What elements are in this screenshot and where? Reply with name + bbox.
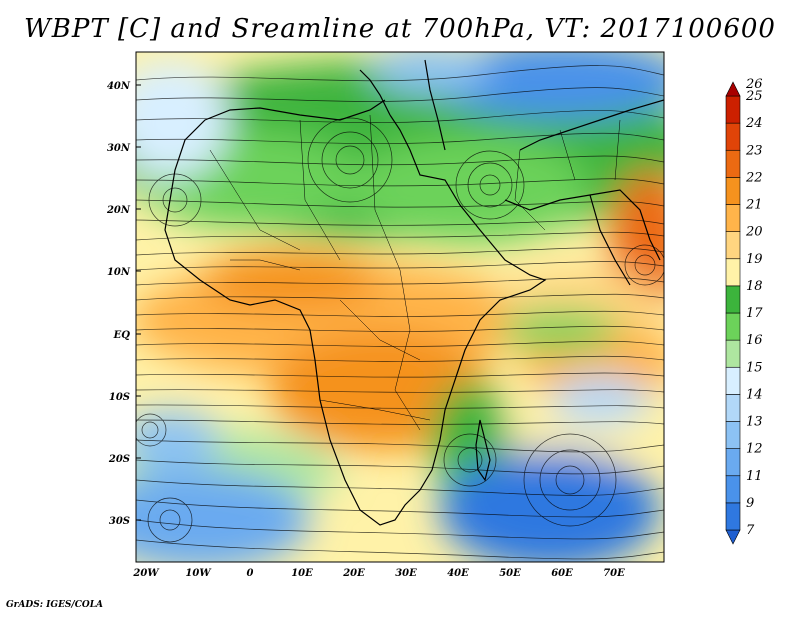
colorbar-label: 12 xyxy=(746,442,763,457)
lat-label: 20N xyxy=(106,205,131,216)
colorbar-segment xyxy=(725,204,741,232)
colorbar-segment xyxy=(725,366,741,395)
colorbar-label: 18 xyxy=(746,279,763,294)
colorbar-segment xyxy=(725,421,741,449)
lon-label: 20W xyxy=(132,568,160,579)
lat-label: 30N xyxy=(107,143,131,154)
colorbar-label: 26 xyxy=(745,77,763,92)
colorbar-label: 14 xyxy=(746,387,763,402)
lat-label: 30S xyxy=(109,516,130,527)
lat-label: 10S xyxy=(109,392,130,403)
colorbar-label: 22 xyxy=(745,170,763,185)
colorbar-segment xyxy=(725,502,741,531)
lon-label: 40E xyxy=(447,568,469,579)
colorbar-segment xyxy=(725,448,741,477)
colorbar-label: 23 xyxy=(745,143,763,158)
colorbar-label: 9 xyxy=(746,496,754,511)
colorbar-segment xyxy=(725,475,741,504)
colorbar-segment xyxy=(725,312,741,341)
colorbar-segment xyxy=(725,177,741,205)
lon-label: 50E xyxy=(499,568,521,579)
colorbar-label: 19 xyxy=(746,252,763,267)
colorbar-segment xyxy=(725,81,741,97)
colorbar-label: 25 xyxy=(745,89,763,104)
lon-label: 30E xyxy=(395,568,417,579)
map-title: WBPT [C] and Sreamline at 700hPa, VT: 20… xyxy=(24,14,776,44)
lon-label: 70E xyxy=(603,568,625,579)
colorbar-segment xyxy=(725,394,741,422)
country-borders xyxy=(209,114,621,431)
colorbar-label: 17 xyxy=(746,306,763,321)
lon-label: 20E xyxy=(342,568,365,579)
lon-axis: 20W 10W 0 10E 20E 30E 40E 50E 60E 70E xyxy=(132,568,625,579)
lon-label: 0 xyxy=(247,568,254,579)
lat-label: 20S xyxy=(108,454,130,465)
colorbar-segment xyxy=(725,122,741,151)
colorbar-segment xyxy=(725,95,741,124)
map-frame xyxy=(135,51,665,563)
lon-label: 10W xyxy=(185,568,212,579)
colorbar-label: 24 xyxy=(745,116,763,131)
lon-label: 10E xyxy=(291,568,313,579)
lon-label: 60E xyxy=(551,568,573,579)
lat-label: 40N xyxy=(107,81,131,92)
colorbar-label: 13 xyxy=(746,415,763,430)
colorbar-label: 11 xyxy=(746,469,763,484)
colorbar-segment xyxy=(725,258,741,287)
colorbar-label: 15 xyxy=(746,360,763,375)
colorbar-segment xyxy=(725,231,741,260)
colorbar-segment xyxy=(725,285,741,314)
lat-axis: 40N 30N 20N 10N EQ 10S 20S 30S xyxy=(106,81,141,527)
grads-credit: GrADS: IGES/COLA xyxy=(6,600,104,610)
colorbar-segment xyxy=(725,149,741,178)
lat-label: 10N xyxy=(107,267,131,278)
colorbar-label: 21 xyxy=(745,198,763,213)
lat-label: EQ xyxy=(113,330,131,341)
colorbar-label: 7 xyxy=(746,523,755,538)
colorbar-label: 16 xyxy=(746,333,763,348)
colorbar-segment xyxy=(725,529,741,545)
colorbar-segment xyxy=(725,339,741,368)
streamlines xyxy=(136,65,664,560)
wbpt-field xyxy=(136,52,664,562)
colorbar-label: 20 xyxy=(745,225,763,240)
coastlines xyxy=(164,59,664,526)
